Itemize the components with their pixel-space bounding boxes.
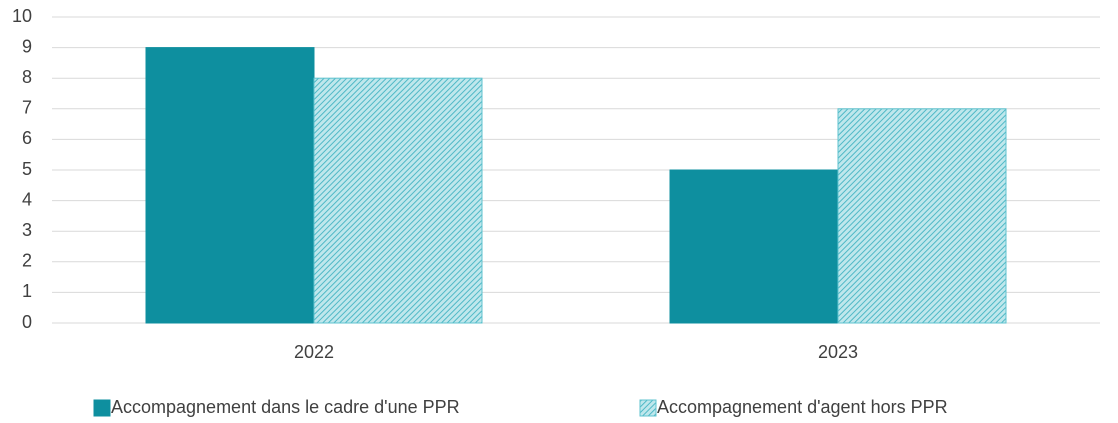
y-tick-label: 7 <box>22 98 32 118</box>
y-tick-label: 10 <box>12 6 32 26</box>
x-tick-label: 2022 <box>294 342 334 362</box>
legend-swatch <box>93 399 111 417</box>
y-tick-label: 5 <box>22 159 32 179</box>
legend-swatch <box>639 399 657 417</box>
y-tick-label: 0 <box>22 312 32 332</box>
x-tick-label: 2023 <box>818 342 858 362</box>
y-tick-label: 2 <box>22 251 32 271</box>
bar <box>313 77 483 324</box>
bar <box>145 47 315 324</box>
legend-label: Accompagnement d'agent hors PPR <box>657 397 948 417</box>
y-tick-label: 4 <box>22 189 32 209</box>
bar <box>669 169 839 324</box>
y-tick-label: 3 <box>22 220 32 240</box>
y-tick-label: 8 <box>22 67 32 87</box>
y-tick-label: 6 <box>22 128 32 148</box>
y-tick-label: 9 <box>22 36 32 56</box>
y-tick-label: 1 <box>22 281 32 301</box>
legend-label: Accompagnement dans le cadre d'une PPR <box>111 397 460 417</box>
bar <box>837 108 1007 324</box>
